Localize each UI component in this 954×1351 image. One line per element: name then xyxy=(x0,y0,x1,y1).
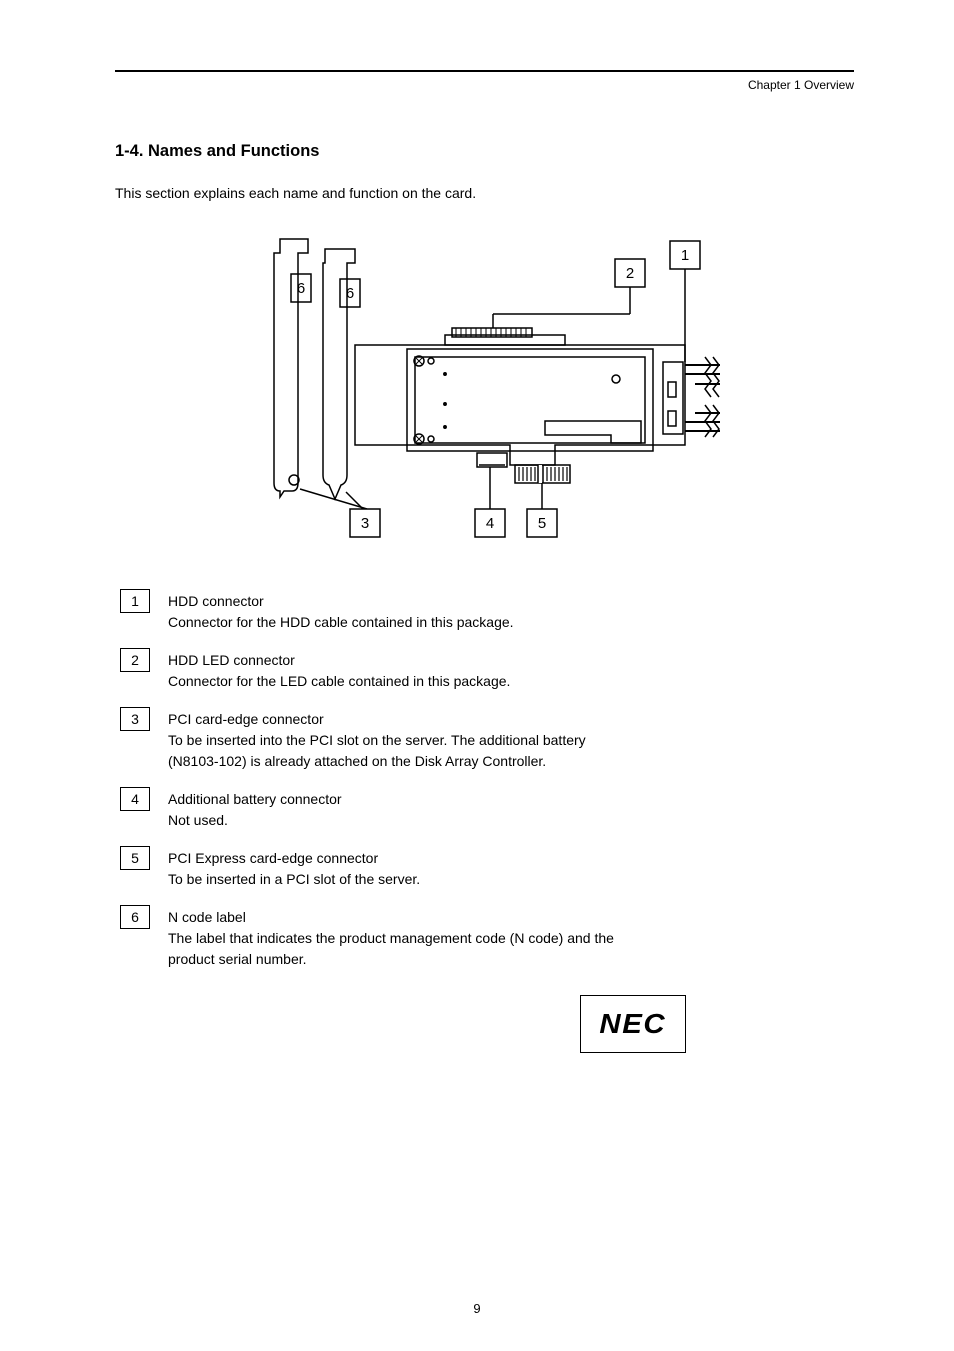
legend-num-6: 6 xyxy=(120,905,150,929)
legend-list: 1 HDD connectorConnector for the HDD cab… xyxy=(120,589,854,970)
breadcrumb: Chapter 1 Overview xyxy=(115,78,854,92)
legend-item: 4 Additional battery connectorNot used. xyxy=(120,787,854,831)
card-diagram: 1 2 3 4 5 6 6 xyxy=(245,229,725,559)
legend-text-1: HDD connectorConnector for the HDD cable… xyxy=(168,589,514,633)
legend-num-3: 3 xyxy=(120,707,150,731)
nec-logo: NEC xyxy=(580,995,686,1053)
legend-item: 2 HDD LED connectorConnector for the LED… xyxy=(120,648,854,692)
legend-item: 5 PCI Express card-edge connectorTo be i… xyxy=(120,846,854,890)
section-intro: This section explains each name and func… xyxy=(115,183,854,204)
callout-3: 3 xyxy=(360,515,368,532)
legend-num-1: 1 xyxy=(120,589,150,613)
callout-4: 4 xyxy=(485,515,493,532)
header-rule xyxy=(115,70,854,72)
callout-6b: 6 xyxy=(345,285,353,302)
nec-logo-text: NEC xyxy=(599,1008,666,1040)
legend-item: 6 N code labelThe label that indicates t… xyxy=(120,905,854,970)
legend-item: 3 PCI card-edge connectorTo be inserted … xyxy=(120,707,854,772)
legend-num-5: 5 xyxy=(120,846,150,870)
legend-text-5: PCI Express card-edge connectorTo be ins… xyxy=(168,846,420,890)
legend-num-2: 2 xyxy=(120,648,150,672)
callout-1: 1 xyxy=(680,247,688,264)
legend-num-4: 4 xyxy=(120,787,150,811)
callout-2: 2 xyxy=(625,265,633,282)
legend-item: 1 HDD connectorConnector for the HDD cab… xyxy=(120,589,854,633)
callout-6a: 6 xyxy=(296,280,304,297)
callout-5: 5 xyxy=(537,515,545,532)
legend-text-2: HDD LED connectorConnector for the LED c… xyxy=(168,648,510,692)
legend-text-6: N code labelThe label that indicates the… xyxy=(168,905,618,970)
legend-text-3: PCI card-edge connectorTo be inserted in… xyxy=(168,707,618,772)
legend-text-4: Additional battery connectorNot used. xyxy=(168,787,342,831)
page-number: 9 xyxy=(0,1301,954,1316)
section-title: 1-4. Names and Functions xyxy=(115,142,854,161)
